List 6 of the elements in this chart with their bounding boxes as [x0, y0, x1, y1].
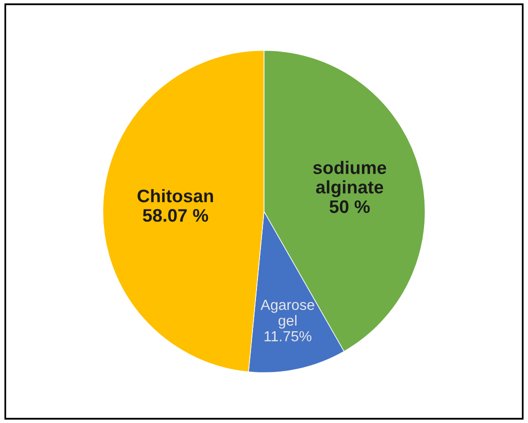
- data-label: 58.07 %: [142, 209, 208, 222]
- data-label: 11.75%: [264, 331, 312, 342]
- data-label: 50 %: [330, 200, 370, 214]
- slice-label: Chitosan: [138, 189, 213, 202]
- slice-label: sodiume alginate: [313, 160, 386, 198]
- slice-label: Agarose gel: [260, 300, 314, 329]
